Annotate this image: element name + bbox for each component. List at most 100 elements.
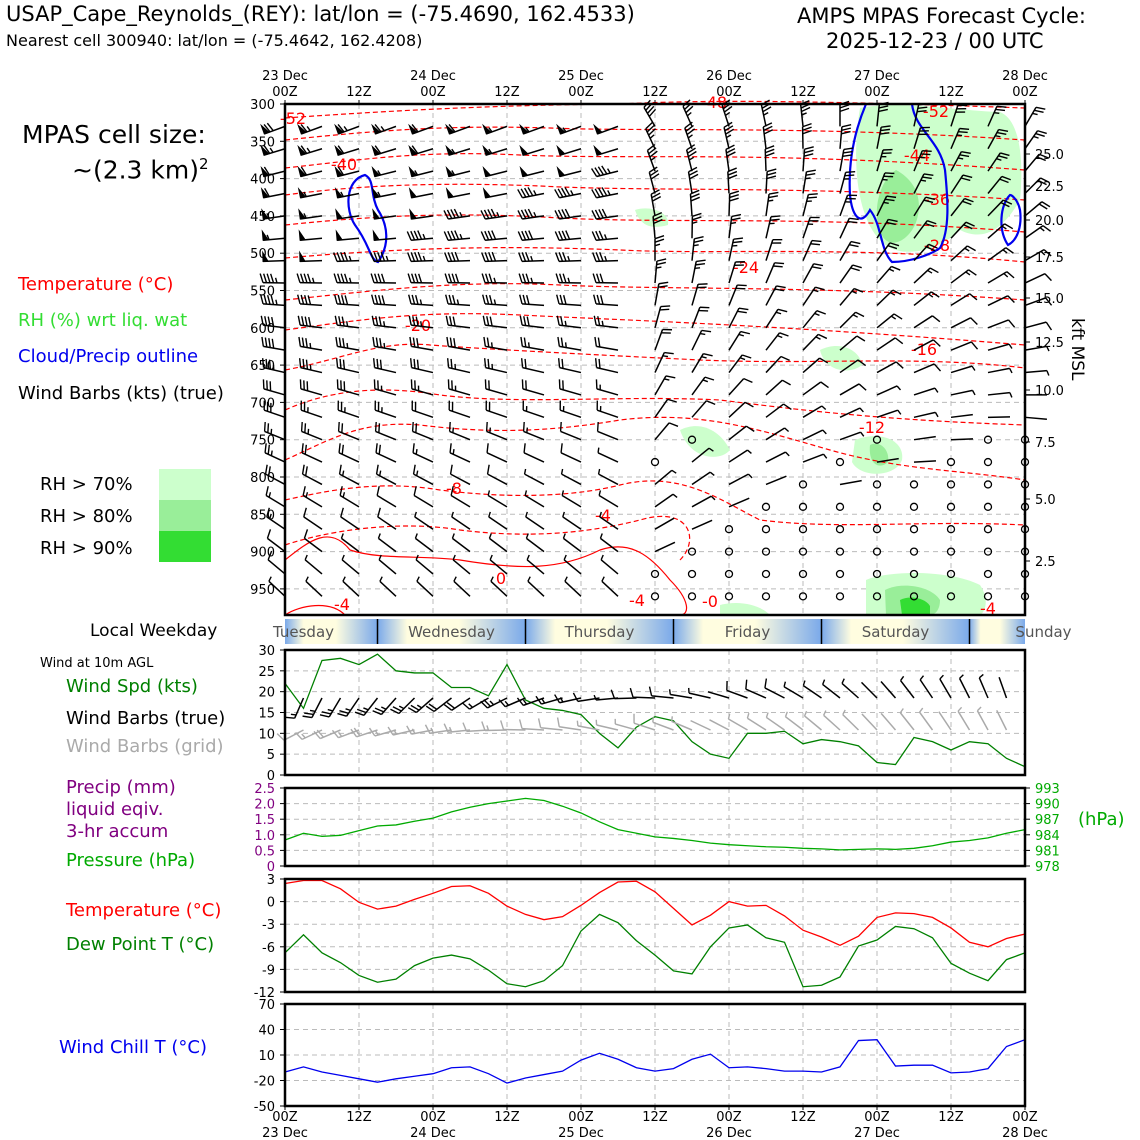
- wind-barb: [300, 400, 323, 419]
- barb-shaft: [726, 689, 748, 699]
- wind-barb: [685, 144, 697, 172]
- wind-barb: [802, 310, 826, 329]
- wind-barb: [371, 144, 397, 156]
- barb-feather: [334, 294, 338, 305]
- barb-flag: [408, 144, 418, 156]
- wind-barb: [374, 421, 397, 441]
- barb-feather: [521, 252, 527, 262]
- barb-feather: [300, 123, 308, 133]
- barb-shaft: [691, 447, 710, 463]
- barb-feather: [1000, 201, 1010, 208]
- wind-barb: [765, 332, 789, 351]
- barb-shaft: [302, 473, 323, 486]
- barb-half: [601, 576, 605, 582]
- barb-shaft: [300, 388, 323, 396]
- barb-shaft: [294, 697, 305, 719]
- barb-shaft: [839, 218, 850, 239]
- barb-shaft: [899, 712, 915, 731]
- barb-feather: [480, 210, 486, 220]
- wind-barb-true: [687, 687, 711, 699]
- barb-shaft: [599, 516, 619, 530]
- barb-half: [525, 533, 529, 539]
- barb-shaft: [860, 681, 878, 699]
- barb-feather: [408, 315, 412, 326]
- barb-feather: [817, 333, 828, 340]
- wind-barb: [517, 208, 545, 220]
- barb-feather: [998, 128, 1009, 132]
- wind-barb: [1024, 201, 1051, 217]
- barb-feather: [668, 422, 679, 427]
- wind-barb: [839, 383, 867, 396]
- barb-feather: [881, 125, 891, 128]
- barb-shaft: [876, 289, 894, 306]
- wind-barb-grid: [976, 706, 989, 731]
- wind-barb: [297, 315, 323, 329]
- barb-shaft: [596, 215, 619, 220]
- barb-feather: [372, 710, 382, 716]
- barb-feather: [684, 121, 693, 129]
- wind-barb: [372, 336, 397, 351]
- wind-barb: [519, 294, 545, 307]
- barb-half: [290, 713, 297, 716]
- barb-shaft: [691, 400, 707, 418]
- wind-barb: [761, 592, 771, 601]
- weekday-name: Wednesday: [408, 623, 495, 641]
- wind-barb: [267, 550, 286, 575]
- barb-half: [693, 244, 699, 247]
- wind-barb: [654, 541, 676, 553]
- calm-circle: [946, 480, 956, 489]
- barb-half: [378, 470, 382, 476]
- barb-feather: [560, 337, 564, 348]
- wind-barb: [798, 480, 808, 489]
- wind-barb: [946, 547, 956, 556]
- wind-barb: [264, 464, 286, 486]
- barb-half: [374, 730, 379, 736]
- barb-shaft: [337, 409, 360, 419]
- pressure-tick-label: 700: [250, 396, 275, 411]
- wind-barb: [594, 358, 619, 374]
- barb-shaft: [562, 516, 582, 530]
- barb-feather: [839, 107, 850, 113]
- barb-feather: [688, 170, 698, 176]
- barb-feather: [555, 273, 560, 283]
- barb-shaft: [340, 516, 360, 530]
- isotherm-label: -4: [334, 595, 350, 614]
- cell-size-title: MPAS cell size:: [22, 120, 206, 149]
- wind-barb: [950, 269, 977, 284]
- barb-shaft: [721, 105, 730, 127]
- barb-flag: [445, 123, 455, 135]
- barb-feather: [806, 169, 816, 173]
- windchill-tick-label: 10: [258, 1049, 275, 1064]
- barb-shaft: [1024, 273, 1046, 284]
- barb-shaft: [822, 683, 841, 699]
- wind-barb: [728, 190, 740, 216]
- barb-shaft: [802, 263, 815, 284]
- barb-shaft: [802, 357, 821, 374]
- barb-half: [562, 511, 565, 518]
- barb-feather: [839, 104, 850, 109]
- barb-shaft: [522, 388, 545, 396]
- barb-half: [815, 336, 821, 340]
- barb-shaft: [950, 221, 967, 239]
- wind-barb: [728, 377, 753, 396]
- wind-barb: [372, 208, 397, 220]
- barb-shaft: [488, 516, 508, 530]
- barb-half: [451, 533, 455, 539]
- barb-half: [841, 678, 845, 684]
- wind-barb: [987, 105, 1007, 127]
- wind-barb: [839, 359, 867, 374]
- wind-barb: [1024, 321, 1053, 331]
- barb-half: [599, 511, 602, 518]
- barb-half: [306, 126, 311, 132]
- barb-feather: [296, 273, 301, 283]
- wind-barb: [765, 403, 792, 418]
- barb-feather: [594, 209, 601, 219]
- wind-barb: [802, 357, 829, 374]
- legend-windspd: Wind Spd (kts): [66, 676, 198, 697]
- barb-flag: [334, 144, 344, 156]
- windchill-tick-label: 70: [258, 998, 275, 1013]
- barb-feather: [453, 208, 460, 218]
- barb-feather: [336, 273, 342, 283]
- barb-feather: [926, 246, 936, 252]
- barb-feather: [416, 359, 420, 370]
